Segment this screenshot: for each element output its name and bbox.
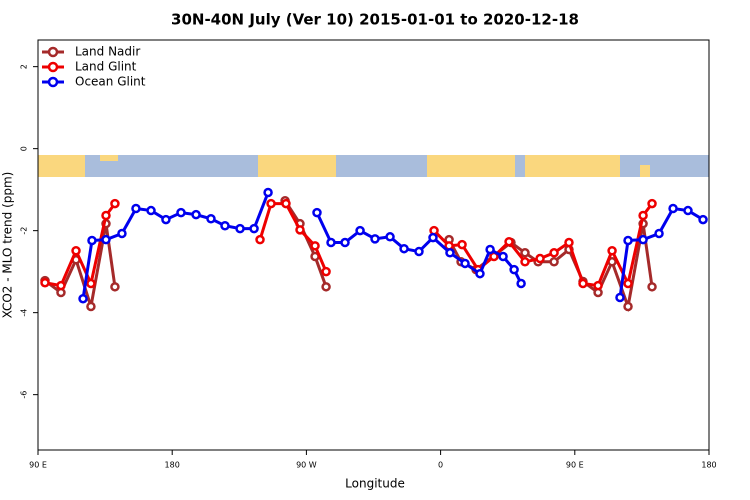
point	[176, 207, 186, 218]
point	[312, 207, 322, 218]
point	[310, 241, 320, 251]
point	[399, 243, 409, 254]
x-axis-label: Longitude	[345, 477, 405, 491]
point	[647, 282, 657, 292]
point	[498, 251, 508, 262]
point	[549, 257, 559, 267]
point	[281, 198, 291, 209]
x-tick-label: 180	[165, 461, 180, 470]
point	[191, 209, 201, 220]
point	[71, 245, 81, 256]
point	[56, 280, 66, 291]
point	[220, 220, 230, 231]
y-axis-label: XCO2 - MLO trend (ppm)	[1, 172, 15, 319]
point	[683, 205, 693, 216]
point	[385, 232, 395, 242]
legend-label: Land Nadir	[75, 45, 140, 59]
plot-frame	[37, 39, 710, 451]
point	[146, 205, 156, 216]
point	[321, 282, 331, 292]
y-tick-label: -6	[20, 391, 29, 399]
point	[520, 248, 530, 258]
point	[414, 246, 424, 257]
point	[161, 214, 171, 225]
point	[623, 278, 633, 289]
legend-marker	[47, 46, 59, 58]
point	[564, 237, 574, 248]
point	[266, 198, 276, 209]
series-line	[44, 199, 654, 313]
point	[131, 203, 141, 214]
point	[326, 237, 336, 248]
point	[504, 236, 514, 247]
y-tick-label: -2	[20, 227, 29, 235]
point	[457, 239, 467, 250]
point	[593, 280, 603, 291]
legend-marker	[47, 61, 59, 73]
x-tick-label: 90 E	[29, 461, 47, 470]
point	[370, 234, 380, 244]
x-tick-label: 90 W	[296, 461, 317, 470]
point	[355, 225, 365, 236]
y-tick-label: -4	[20, 309, 29, 317]
point	[445, 248, 455, 258]
y-tick-label: 2	[20, 64, 29, 69]
point	[86, 301, 96, 312]
point	[206, 214, 216, 224]
point	[86, 278, 96, 289]
legend-marker	[47, 76, 59, 88]
point	[40, 277, 50, 288]
point	[110, 198, 120, 209]
point	[516, 278, 526, 289]
x-tick-label: 180	[701, 461, 716, 470]
legend-label: Land Glint	[75, 60, 137, 74]
point	[295, 225, 305, 235]
point	[578, 278, 588, 289]
point	[101, 210, 111, 221]
point	[340, 237, 350, 248]
point	[638, 234, 648, 245]
point	[460, 258, 470, 269]
point	[623, 301, 633, 312]
point	[321, 266, 331, 277]
point	[87, 235, 97, 246]
x-tick-label: 90 E	[566, 461, 584, 470]
point	[535, 253, 545, 264]
point	[263, 187, 273, 198]
point	[249, 223, 259, 234]
point	[647, 198, 657, 209]
point	[428, 232, 438, 243]
y-tick-label: 0	[20, 146, 29, 151]
point	[78, 293, 88, 304]
point	[110, 282, 120, 292]
map-strip	[38, 155, 709, 177]
point	[235, 223, 245, 234]
point	[654, 228, 664, 239]
series-line	[81, 191, 704, 299]
point	[117, 228, 127, 239]
x-tick-label: 0	[438, 461, 443, 470]
chart-title: 30N-40N July (Ver 10) 2015-01-01 to 2020…	[171, 11, 579, 29]
legend-label: Ocean Glint	[75, 75, 146, 89]
point	[475, 268, 485, 279]
point	[520, 257, 530, 267]
point	[101, 234, 111, 245]
point	[698, 214, 708, 225]
point	[255, 234, 265, 245]
point	[509, 264, 519, 275]
point	[549, 248, 559, 258]
point	[607, 245, 617, 256]
point	[638, 210, 648, 221]
point	[668, 203, 678, 214]
point	[615, 292, 625, 303]
point	[623, 235, 633, 246]
point	[485, 244, 495, 255]
